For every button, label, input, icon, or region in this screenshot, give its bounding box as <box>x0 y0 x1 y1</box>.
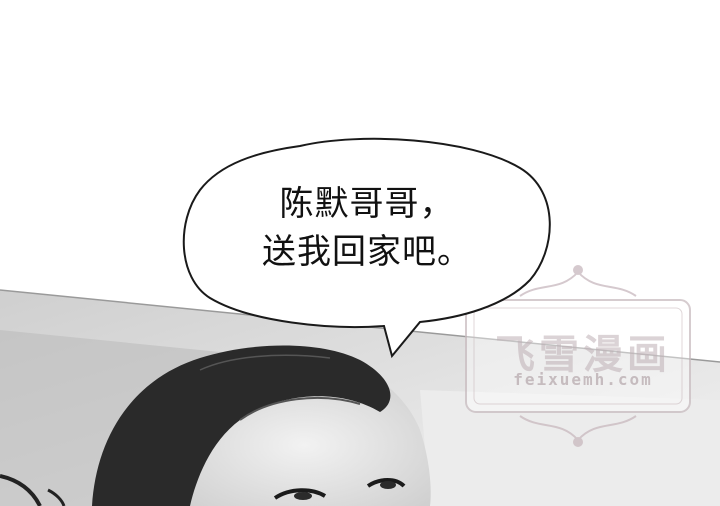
ornament-top-icon <box>519 270 637 297</box>
watermark-badge <box>465 265 691 447</box>
right-eye <box>366 478 406 488</box>
dialogue-line-2: 送我回家吧。 <box>262 232 472 272</box>
dialogue-line-1: 陈默哥哥， <box>279 184 455 224</box>
speech-bubble <box>182 137 551 359</box>
garment-stripes <box>0 474 66 506</box>
character-face <box>92 345 431 506</box>
left-eye <box>273 488 327 500</box>
watermark-url: feixuemh.com <box>513 370 653 389</box>
hair <box>92 345 391 506</box>
watermark-title: 飞雪漫画 <box>495 332 671 378</box>
